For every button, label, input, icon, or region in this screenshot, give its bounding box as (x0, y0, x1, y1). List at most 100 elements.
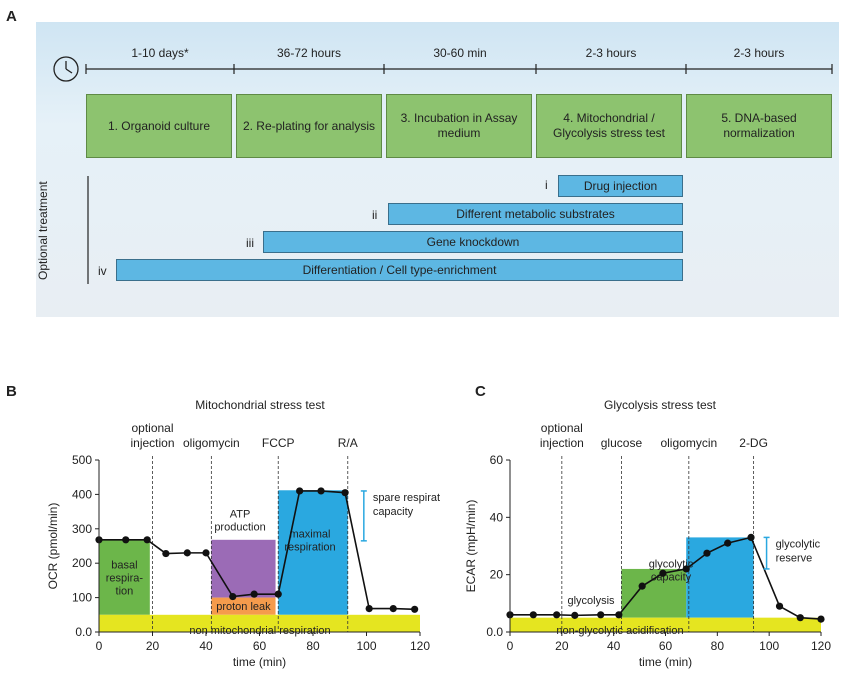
chart-c-y-axis-label: ECAR (mpH/min) (464, 500, 478, 593)
chart-b-x-tick-label: 20 (146, 639, 160, 653)
panel-letter-c: C (475, 383, 486, 400)
chart-c-region-1 (686, 537, 754, 618)
chart-b-x-tick-label: 120 (410, 639, 430, 653)
chart-b-region-label-1: production (214, 522, 265, 534)
chart-b-data-point (317, 487, 325, 495)
chart-b-data-point (143, 536, 151, 544)
roman-iii: iii (246, 236, 254, 250)
chart-b-injection-label-0: injection (130, 436, 174, 450)
chart-c-data-point (796, 614, 804, 622)
chart-c-injection-label-3: 2-DG (739, 436, 768, 450)
chart-b-reserve-label: capacity (373, 506, 414, 518)
chart-c-data-point (615, 611, 623, 619)
chart-b-injection-label-0: optional (131, 421, 173, 435)
chart-c-data-point (638, 582, 646, 590)
chart-c-data-point (724, 539, 732, 547)
chart-b-injection-label-2: FCCP (262, 436, 295, 450)
optional-treatment-label: Optional treatment (36, 181, 50, 280)
chart-b-data-point (250, 590, 258, 598)
chart-b-data-point (229, 592, 237, 601)
chart-b-y-tick-label: 500 (72, 453, 92, 467)
chart-b-region-label-0: basal (111, 559, 137, 571)
chart-c-x-tick-label: 120 (811, 639, 831, 653)
chart-c-x-axis-label: time (min) (639, 655, 692, 669)
chart-c-injection-label-0: injection (540, 436, 584, 450)
chart-c-data-point (529, 611, 537, 619)
timeline-axis (85, 64, 833, 284)
chart-b-reserve-label: spare respiratory (373, 492, 440, 504)
chart-b-region-label-0: tion (116, 585, 134, 597)
chart-b-data-point (183, 549, 191, 557)
bar-gene-knockdown: Gene knockdown (263, 231, 683, 253)
chart-b-y-axis-label: OCR (pmol/min) (46, 503, 60, 590)
roman-ii: ii (372, 208, 378, 222)
chart-c-x-tick-label: 40 (607, 639, 621, 653)
chart-b-x-tick-label: 80 (306, 639, 320, 653)
chart-c-x-tick-label: 20 (555, 639, 569, 653)
chart-c-data-point (817, 615, 825, 623)
chart-b-data-point (389, 605, 397, 613)
chart-c-injection-label-1: glucose (601, 436, 643, 450)
chart-c-injection-label-0: optional (541, 421, 583, 435)
bar-drug-injection: Drug injection (558, 175, 683, 197)
step-organoid-culture: 1. Organoid culture (86, 94, 232, 158)
chart-c-y-tick-label: 20 (490, 568, 504, 582)
chart-b-y-tick-label: 400 (72, 487, 92, 501)
roman-i: i (545, 178, 548, 192)
bar-metabolic-substrates: Different metabolic substrates (388, 203, 683, 225)
chart-b-region-label-3: maximal (290, 529, 331, 541)
chart-c-reserve-label: reserve (776, 552, 813, 564)
panel-letter-b: B (6, 383, 17, 400)
chart-b-x-tick-label: 100 (356, 639, 376, 653)
chart-c-injection-label-2: oligomycin (660, 436, 717, 450)
panel-letter-a: A (6, 8, 17, 25)
phase-duration-3: 30-60 min (433, 46, 487, 60)
chart-c-data-point (597, 611, 605, 619)
chart-c-data-point (571, 611, 579, 619)
chart-b-region-label-0: respira- (106, 572, 144, 584)
chart-b-region-2 (211, 597, 276, 615)
chart-c-y-tick-label: 0.0 (486, 625, 503, 639)
bar-differentiation: Differentiation / Cell type-enrichment (116, 259, 683, 281)
chart-b-data-point (341, 489, 349, 497)
chart-b-x-tick-label: 60 (253, 639, 267, 653)
chart-c-region-label-2: non-glycolytic acidification (556, 625, 683, 637)
chart-b-region-0 (99, 539, 150, 615)
chart-c-x-tick-label: 80 (711, 639, 725, 653)
chart-b-data-point (162, 549, 170, 558)
phase-duration-4: 2-3 hours (585, 46, 637, 60)
step-stress-test: 4. Mitochondrial / Glycolysis stress tes… (536, 94, 682, 158)
chart-c-x-tick-label: 100 (759, 639, 779, 653)
chart-b-x-axis-label: time (min) (233, 655, 286, 669)
roman-iv: iv (98, 264, 107, 278)
chart-c-region-label-0: glycolysis (567, 595, 615, 607)
chart-b-data-point (296, 487, 304, 495)
chart-b-title: Mitochondrial stress test (195, 398, 325, 412)
chart-b-x-tick-label: 0 (96, 639, 103, 653)
chart-c-reserve-label: glycolytic (776, 538, 821, 550)
chart-b-region-4 (99, 614, 420, 632)
chart-b-x-tick-label: 40 (199, 639, 213, 653)
chart-c-data-point (553, 611, 561, 619)
chart-c-data-point (703, 549, 711, 557)
chart-c-title: Glycolysis stress test (603, 398, 717, 412)
step-incubation: 3. Incubation in Assay medium (386, 94, 532, 158)
clock-icon (53, 56, 79, 82)
chart-c-region-2 (510, 617, 821, 632)
chart-b-region-label-2: proton leak (216, 601, 271, 613)
chart-b-y-tick-label: 0.0 (75, 625, 92, 639)
chart-c-data-point (775, 602, 784, 610)
chart-b-data-point (411, 605, 419, 613)
chart-c-x-tick-label: 0 (507, 639, 514, 653)
chart-b-region-label-1: ATP (230, 509, 251, 521)
chart-b-injection-label-3: R/A (338, 436, 358, 450)
chart-b-region-label-3: respiration (284, 542, 335, 554)
chart-c-y-tick-label: 60 (490, 453, 504, 467)
chart-b-data-point (274, 590, 282, 598)
chart-b-region-3 (278, 490, 348, 615)
chart-c-data-point (682, 565, 690, 573)
chart-c-region-label-1: glycolytic (649, 559, 694, 571)
phase-duration-5: 2-3 hours (733, 46, 785, 60)
